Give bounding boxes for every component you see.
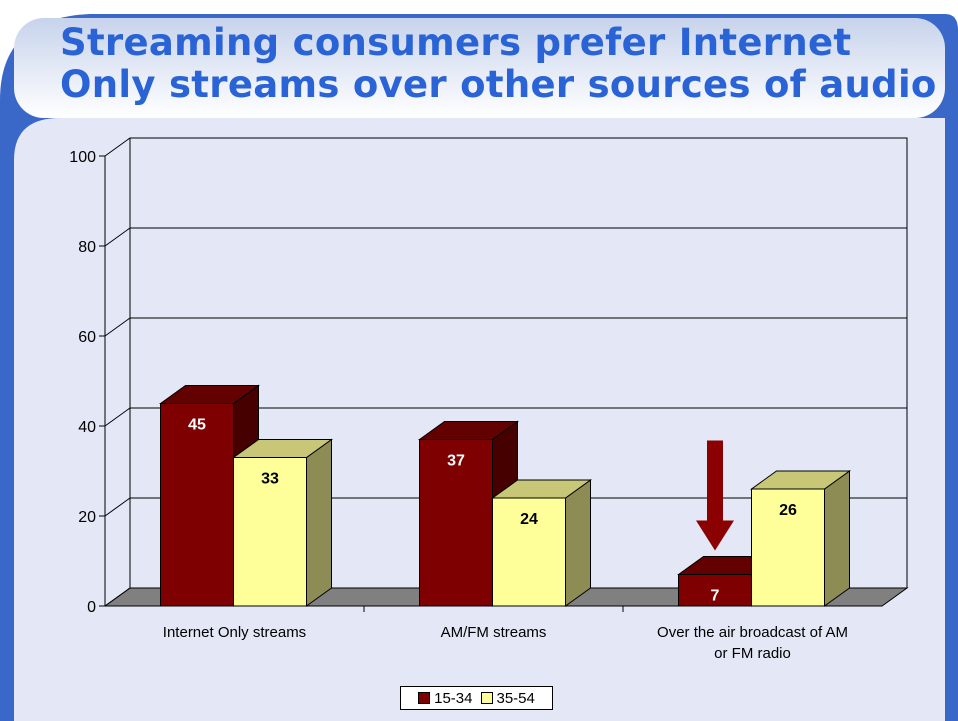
bar-35-54 <box>492 497 566 607</box>
data-label: 24 <box>520 511 538 528</box>
data-label: 37 <box>447 453 465 470</box>
gridline-depth <box>104 317 131 337</box>
bar-side-35-54 <box>824 470 850 607</box>
y-tick-label: 20 <box>78 509 96 526</box>
bar-35-54 <box>751 488 825 607</box>
bar-15-34 <box>160 403 234 607</box>
slide-title-band <box>14 18 945 118</box>
bar-side-35-54 <box>306 438 332 607</box>
x-tick-label: Internet Only streams <box>163 624 306 641</box>
data-label: 33 <box>261 471 279 488</box>
gridline-depth <box>104 497 131 517</box>
legend: 15-34 35-54 <box>400 686 553 710</box>
bar-15-34 <box>419 439 493 607</box>
bar-15-34 <box>678 574 752 607</box>
data-label: 45 <box>188 417 206 434</box>
gridline-depth <box>104 407 131 427</box>
legend-swatch-35-54 <box>480 692 493 704</box>
legend-item-15-34: 15-34 <box>418 689 473 707</box>
bar-35-54 <box>233 457 307 607</box>
down-arrow-icon <box>696 440 734 551</box>
bar-side-35-54 <box>565 479 591 607</box>
plot-area: 0 20 40 60 80 100 Internet Only streams 45 33 AM/… <box>69 137 909 662</box>
legend-label-15-34: 15-34 <box>434 689 473 707</box>
gridline-depth <box>104 587 131 607</box>
slide-title: Streaming consumers prefer Internet Only… <box>60 21 937 106</box>
y-tick-label: 60 <box>78 329 96 346</box>
x-tick-label: Over the air broadcast of AM or FM radio <box>657 624 848 662</box>
y-tick-label: 80 <box>78 239 96 256</box>
gridline-depth <box>104 137 131 157</box>
legend-item-35-54: 35-54 <box>480 689 535 707</box>
data-label: 7 <box>711 588 720 605</box>
x-tick-label: AM/FM streams <box>441 624 547 641</box>
legend-label-35-54: 35-54 <box>496 689 535 707</box>
y-tick-label: 0 <box>87 599 96 616</box>
data-label: 26 <box>779 502 797 519</box>
y-tick-label: 40 <box>78 419 96 436</box>
legend-swatch-15-34 <box>418 692 431 704</box>
y-tick-label: 100 <box>69 149 96 166</box>
gridline-depth <box>104 227 131 247</box>
